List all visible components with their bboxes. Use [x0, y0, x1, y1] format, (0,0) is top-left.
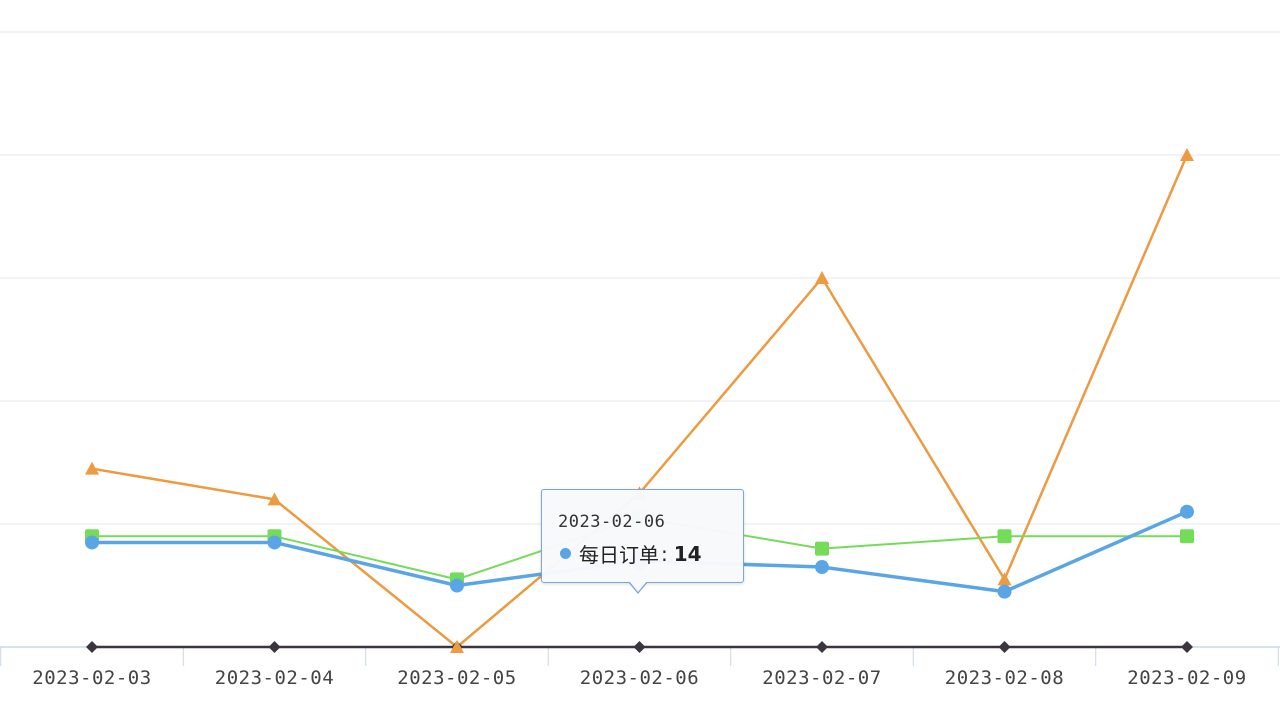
data-point-marker — [267, 492, 282, 506]
x-tick-label: 2023-02-07 — [762, 667, 881, 689]
data-point-marker — [633, 641, 646, 653]
x-tick-label: 2023-02-04 — [215, 667, 334, 689]
tooltip-date: 2023-02-06 — [558, 512, 666, 532]
tooltip-series-dot-icon — [560, 548, 571, 559]
x-tick-label: 2023-02-08 — [945, 667, 1064, 689]
data-point-marker — [85, 461, 99, 475]
data-point-marker — [450, 640, 464, 653]
data-point-marker — [85, 535, 99, 550]
x-tick-label: 2023-02-09 — [1127, 667, 1246, 689]
data-point-marker — [815, 271, 829, 284]
data-point-marker — [815, 541, 829, 556]
data-point-marker — [1181, 641, 1193, 653]
data-point-marker — [997, 572, 1012, 586]
data-point-marker — [267, 535, 282, 550]
data-point-marker — [1180, 504, 1194, 519]
x-tick-label: 2023-02-06 — [580, 667, 699, 689]
data-point-marker — [86, 641, 98, 653]
data-point-marker — [997, 584, 1012, 599]
tooltip-series-row: 每日订单 : 14 — [560, 539, 702, 568]
chart-tooltip: 2023-02-06 每日订单 : 14 — [541, 489, 744, 583]
data-point-marker — [268, 641, 281, 653]
data-point-marker — [815, 560, 829, 575]
tooltip-series-name: 每日订单 — [579, 543, 659, 567]
tooltip-separator: : — [661, 541, 668, 566]
data-point-marker — [1180, 148, 1194, 161]
data-point-marker — [450, 578, 464, 593]
tooltip-value: 14 — [673, 541, 702, 566]
x-tick-label: 2023-02-05 — [397, 667, 516, 689]
tooltip-pointer-fill — [629, 581, 647, 592]
data-point-marker — [1180, 529, 1194, 544]
data-point-marker — [998, 641, 1011, 653]
x-tick-label: 2023-02-03 — [32, 667, 151, 689]
data-point-marker — [997, 529, 1012, 544]
data-point-marker — [816, 641, 828, 653]
